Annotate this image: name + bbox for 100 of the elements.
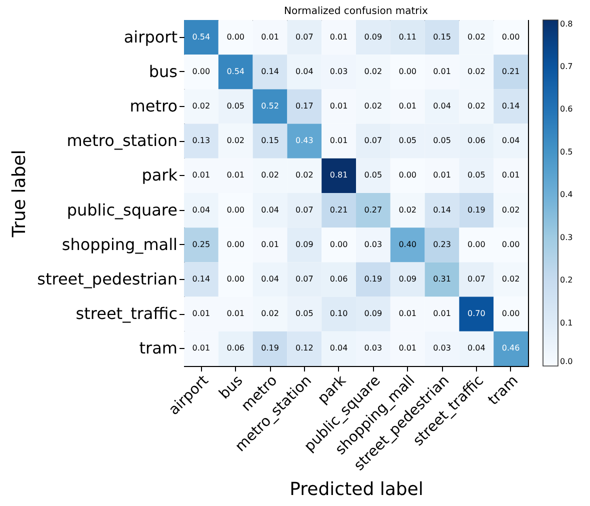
data-label: 0.02 <box>192 102 210 110</box>
data-label: 0.15 <box>433 32 451 42</box>
data-label: 0.13 <box>192 136 210 146</box>
data-label: 0.54 <box>226 66 245 76</box>
data-label: 0.01 <box>330 32 348 42</box>
data-label: 0.02 <box>467 102 486 110</box>
y-tick-label: public_square <box>66 200 178 220</box>
data-label: 0.00 <box>502 309 520 318</box>
data-label: 0.14 <box>433 205 451 214</box>
data-label: 0.25 <box>192 240 210 249</box>
color-bar-label: 0.4 <box>560 190 573 200</box>
data-label: 0.70 <box>467 309 486 318</box>
data-label: 0.09 <box>398 274 417 284</box>
data-label: 0.19 <box>261 344 279 353</box>
data-label: 0.00 <box>330 240 348 249</box>
data-label: 0.01 <box>192 170 210 180</box>
y-tick-label: street_pedestrian <box>37 270 178 288</box>
data-label: 0.00 <box>226 240 245 249</box>
data-label: 0.01 <box>261 240 279 249</box>
data-label: 0.17 <box>295 102 314 110</box>
data-label: 0.01 <box>226 309 245 318</box>
data-label: 0.14 <box>502 102 520 110</box>
data-label: 0.10 <box>330 309 348 318</box>
y-tick-label: tram <box>139 338 178 358</box>
data-label: 0.02 <box>502 274 520 284</box>
data-label: 0.19 <box>364 274 382 284</box>
data-label: 0.02 <box>261 170 279 180</box>
data-label: 0.01 <box>433 309 451 318</box>
color-bar-label: 0.8 <box>560 19 573 28</box>
data-label: 0.06 <box>467 136 486 146</box>
data-label: 0.14 <box>192 274 210 284</box>
data-label: 0.03 <box>364 240 382 249</box>
data-label: 0.00 <box>467 240 486 249</box>
data-label: 0.04 <box>467 344 486 353</box>
data-label: 0.05 <box>364 170 382 180</box>
data-label: 0.07 <box>295 205 314 214</box>
data-label: 0.05 <box>398 136 417 146</box>
data-label: 0.01 <box>261 32 279 42</box>
data-label: 0.00 <box>398 66 417 76</box>
data-label: 0.11 <box>398 32 417 42</box>
data-label: 0.19 <box>467 205 486 214</box>
data-label: 0.03 <box>330 66 348 76</box>
data-label: 0.15 <box>261 136 279 146</box>
data-label: 0.01 <box>398 344 417 353</box>
data-label: 0.04 <box>192 205 210 214</box>
y-tick-label: metro_station <box>66 131 178 150</box>
data-label: 0.31 <box>433 274 451 284</box>
color-bar-label: 0.5 <box>560 147 573 156</box>
data-label: 0.01 <box>192 344 210 353</box>
data-label: 0.07 <box>295 32 314 42</box>
data-label: 0.02 <box>467 66 486 76</box>
data-label: 0.02 <box>364 102 382 110</box>
color-bar-label: 0.0 <box>560 357 573 366</box>
data-label: 0.43 <box>295 136 314 146</box>
data-label: 0.00 <box>226 32 245 42</box>
data-label: 0.52 <box>261 102 279 110</box>
data-label: 0.02 <box>398 205 417 214</box>
data-label: 0.27 <box>364 205 382 214</box>
data-label: 0.14 <box>261 66 279 76</box>
data-label: 0.54 <box>192 32 210 42</box>
data-label: 0.04 <box>261 274 279 284</box>
y-tick-label: airport <box>124 27 178 46</box>
data-label: 0.00 <box>226 205 245 214</box>
data-label: 0.00 <box>502 240 520 249</box>
data-label: 0.81 <box>330 170 348 180</box>
data-label: 0.02 <box>364 66 382 76</box>
chart-title: Normalized confusion matrix <box>284 6 428 17</box>
data-label: 0.12 <box>295 344 314 353</box>
data-label: 0.04 <box>502 136 520 146</box>
color-bar-label: 0.3 <box>560 232 573 242</box>
data-label: 0.04 <box>330 344 348 353</box>
data-label: 0.46 <box>502 344 520 353</box>
data-label: 0.01 <box>502 170 520 180</box>
data-label: 0.05 <box>295 309 314 318</box>
data-label: 0.23 <box>433 240 451 249</box>
data-label: 0.00 <box>192 66 210 76</box>
data-label: 0.21 <box>330 205 348 214</box>
data-label: 0.01 <box>398 102 417 110</box>
y-tick-label: bus <box>148 62 178 81</box>
color-bar-label: 0.6 <box>560 104 573 114</box>
data-label: 0.04 <box>433 102 451 110</box>
data-label: 0.07 <box>364 136 382 146</box>
data-label: 0.07 <box>467 274 486 284</box>
data-label: 0.09 <box>364 32 382 42</box>
data-label: 0.01 <box>433 170 451 180</box>
data-label: 0.09 <box>295 240 314 249</box>
y-tick-label: park <box>142 166 178 185</box>
data-label: 0.01 <box>226 170 245 180</box>
color-bar-label: 0.2 <box>560 276 573 285</box>
y-tick-label: shopping_mall <box>62 234 178 254</box>
y-tick-label: street_traffic <box>76 304 178 324</box>
data-label: 0.01 <box>330 102 348 110</box>
data-label: 0.09 <box>364 309 382 318</box>
data-label: 0.02 <box>295 170 314 180</box>
color-bar-label: 0.7 <box>560 62 573 71</box>
data-label: 0.02 <box>261 309 279 318</box>
data-label: 0.05 <box>433 136 451 146</box>
data-label: 0.02 <box>467 32 486 42</box>
data-label: 0.21 <box>502 66 520 76</box>
y-axis-title: True label <box>9 150 30 238</box>
